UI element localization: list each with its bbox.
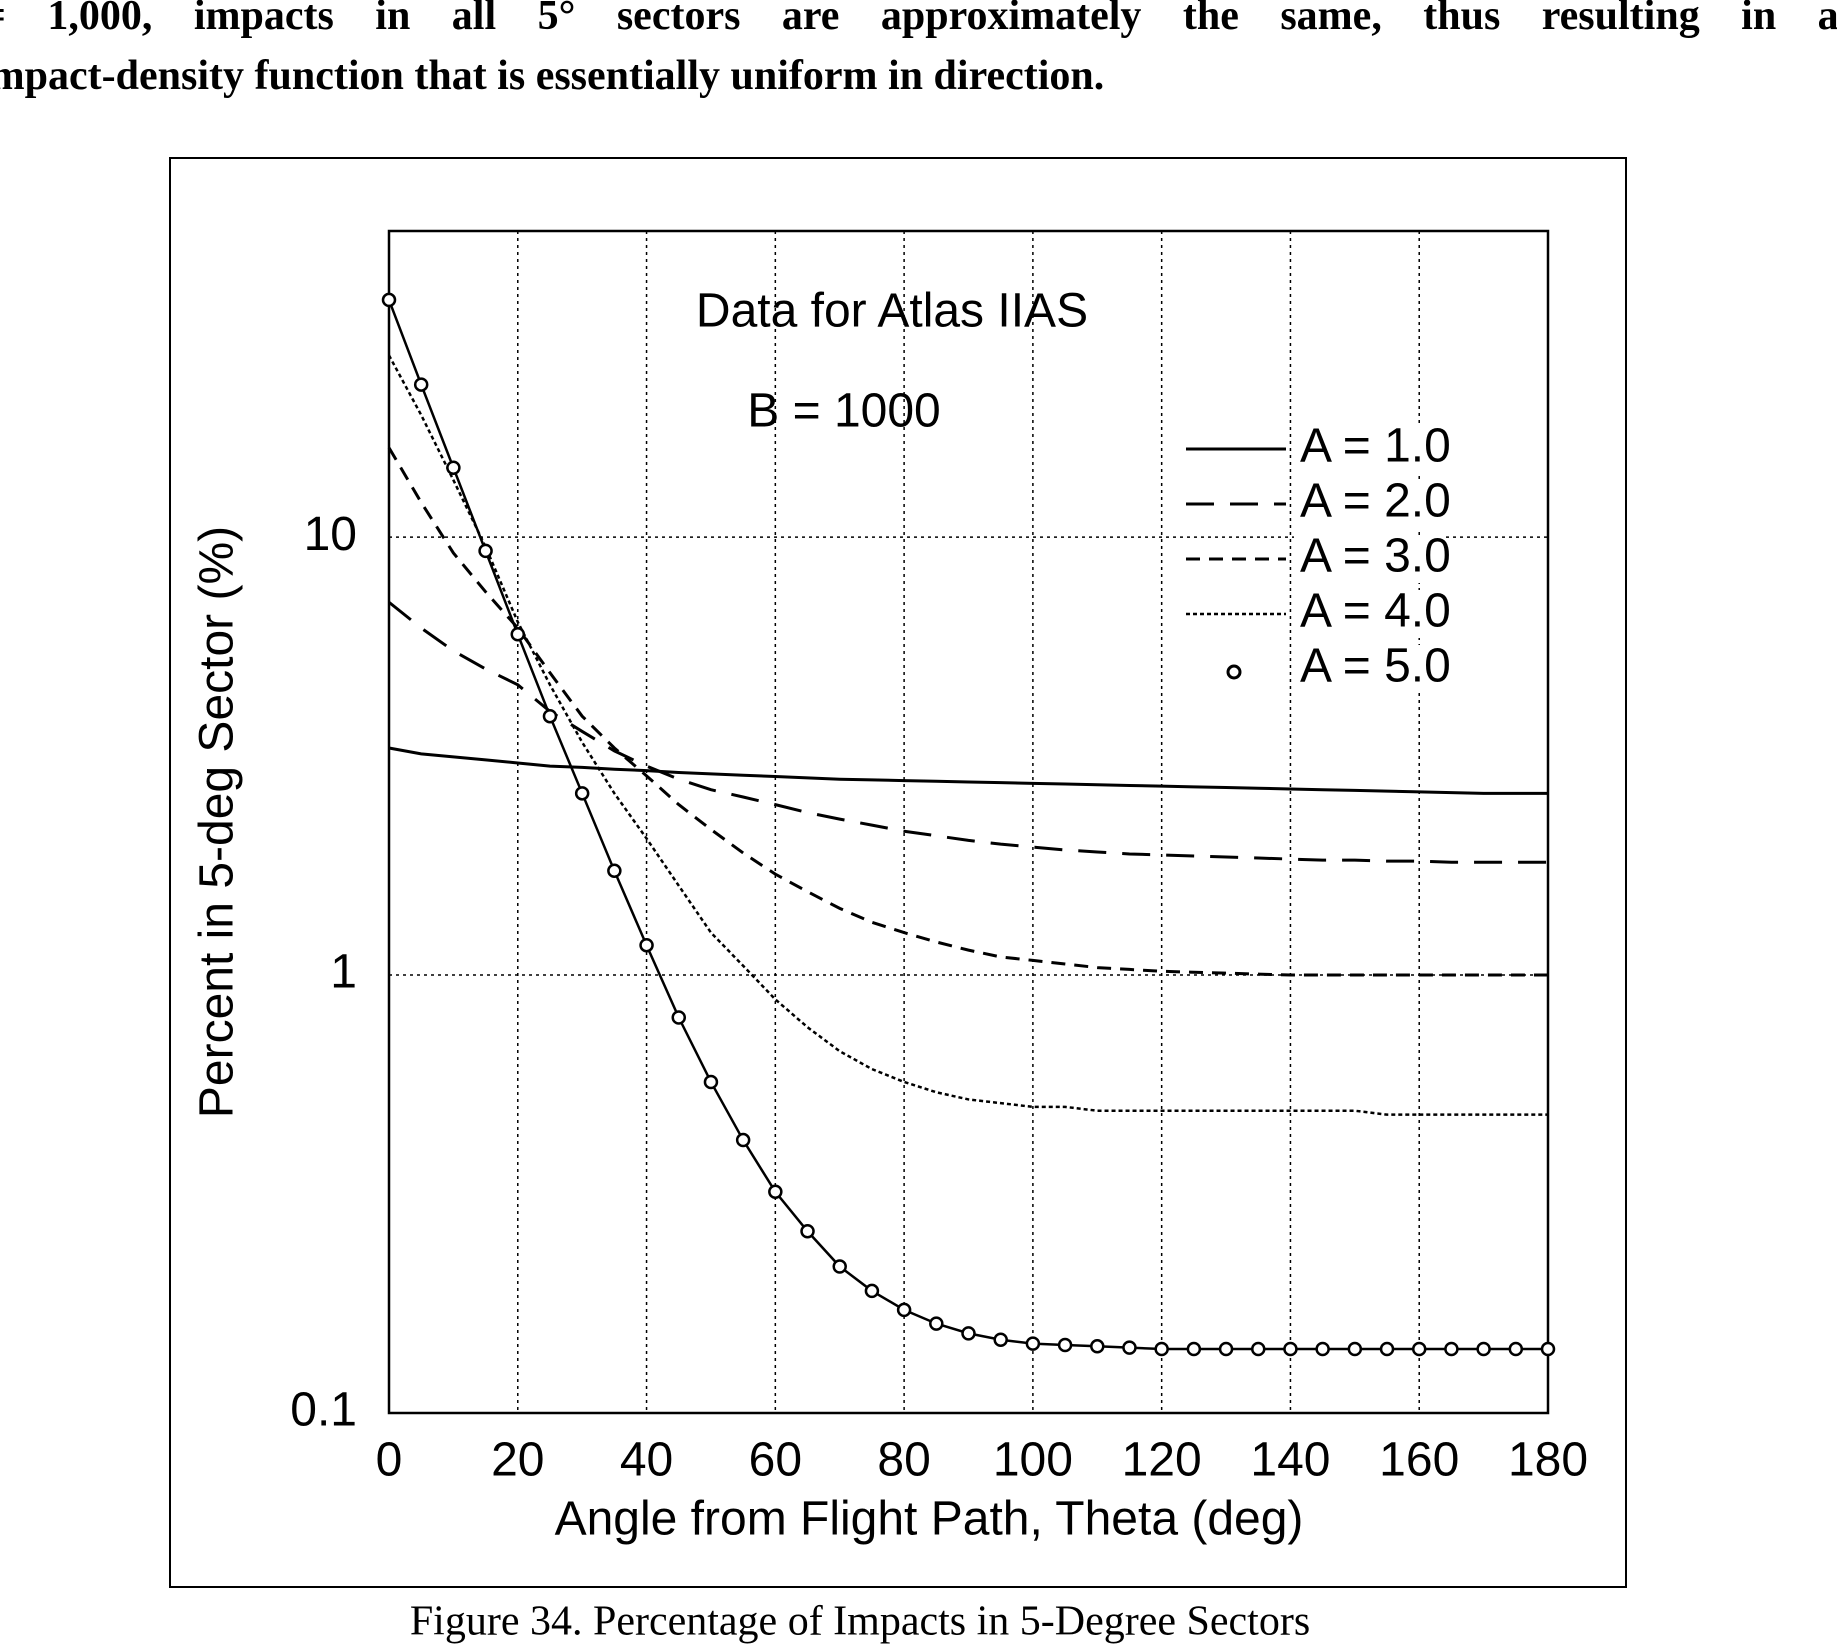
marker (832, 1259, 847, 1274)
x-tick-label: 60 (749, 1434, 802, 1487)
y-axis-title: Percent in 5-deg Sector (%) (191, 526, 244, 1118)
series-line (388, 746, 1548, 795)
x-tick-label: 40 (620, 1434, 673, 1487)
marker (800, 1224, 815, 1239)
marker (768, 1184, 783, 1200)
legend-bg (1294, 425, 1446, 473)
figure-frame (169, 157, 1627, 1588)
marker (735, 1132, 751, 1148)
marker (993, 1332, 1008, 1347)
marker (1090, 1339, 1105, 1354)
text-line: impact-density function that is essentia… (0, 53, 1105, 99)
annotation: Data for Atlas IIAS (696, 285, 1088, 338)
legend-marker (1226, 664, 1242, 680)
series-line (387, 446, 1548, 977)
legend-bg (1294, 590, 1446, 638)
marker (1251, 1341, 1266, 1357)
marker (896, 1302, 912, 1318)
x-tick-label: 120 (1122, 1434, 1202, 1487)
y-tick-label: 10 (304, 508, 357, 561)
marker (1025, 1336, 1041, 1351)
legend-bg (1294, 645, 1446, 693)
marker (1540, 1341, 1556, 1357)
legend-bg (1294, 535, 1446, 583)
marker (1122, 1340, 1137, 1355)
marker (1218, 1341, 1234, 1357)
marker (478, 543, 493, 559)
marker (1315, 1341, 1330, 1357)
marker (1476, 1341, 1491, 1357)
marker (639, 937, 654, 953)
annotation: B = 1000 (747, 385, 941, 438)
marker (510, 627, 526, 642)
caption: Figure 34. Percentage of Impacts in 5-De… (410, 1599, 1310, 1645)
marker (607, 863, 622, 879)
legend-bg (1294, 480, 1446, 528)
text-line: = 1,000, impacts in all 5° sectors are a… (0, 0, 1837, 39)
legend-label: A = 3.0 (1300, 530, 1451, 583)
x-tick-label: 20 (491, 1434, 544, 1487)
legend-label: A = 5.0 (1300, 640, 1451, 693)
marker (574, 786, 590, 801)
marker (671, 1010, 686, 1025)
marker (961, 1326, 976, 1341)
series-line (388, 601, 1548, 864)
legend-label: A = 1.0 (1300, 420, 1451, 473)
marker (1508, 1341, 1524, 1357)
series-line (387, 354, 1548, 1116)
x-tick-label: 80 (877, 1434, 930, 1487)
x-tick-label: 100 (993, 1434, 1073, 1487)
marker (381, 292, 397, 308)
marker (1411, 1341, 1427, 1357)
legend-label: A = 4.0 (1300, 585, 1451, 638)
x-axis-title: Angle from Flight Path, Theta (deg) (555, 1493, 1304, 1546)
legend-label: A = 2.0 (1300, 475, 1451, 528)
plot-frame (387, 229, 1550, 1415)
y-tick-label: 0.1 (290, 1384, 357, 1437)
marker (1283, 1341, 1298, 1357)
x-tick-label: 160 (1379, 1434, 1459, 1487)
marker (864, 1283, 880, 1299)
marker (446, 460, 461, 476)
x-tick-label: 0 (376, 1434, 403, 1487)
marker (1444, 1341, 1459, 1357)
marker (413, 377, 429, 392)
marker (1379, 1341, 1395, 1357)
marker (542, 708, 558, 724)
marker (1057, 1337, 1073, 1353)
marker (703, 1074, 719, 1090)
marker (1186, 1341, 1202, 1357)
x-tick-label: 180 (1508, 1434, 1588, 1487)
x-tick-label: 140 (1250, 1434, 1330, 1487)
marker (929, 1316, 944, 1331)
marker (1347, 1341, 1363, 1357)
marker (1154, 1341, 1169, 1357)
y-tick-label: 1 (330, 946, 357, 999)
